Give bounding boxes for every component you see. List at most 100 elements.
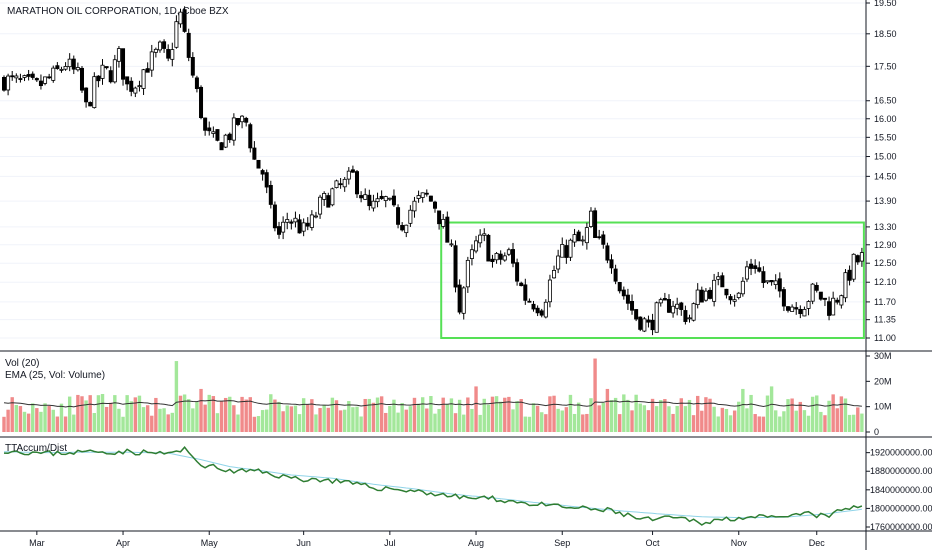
candle[interactable]	[313, 215, 318, 218]
candle[interactable]	[835, 299, 840, 303]
volume-bar[interactable]	[76, 394, 80, 432]
candle[interactable]	[457, 284, 462, 313]
candle[interactable]	[539, 310, 544, 316]
candle[interactable]	[527, 300, 532, 303]
volume-axis-labels[interactable]: 30M 20M 10M 0	[866, 351, 892, 437]
volume-bar[interactable]	[728, 415, 733, 432]
candle[interactable]	[728, 296, 733, 301]
candle[interactable]	[671, 305, 676, 314]
candle[interactable]	[736, 292, 741, 298]
candle[interactable]	[605, 245, 610, 261]
candle[interactable]	[777, 278, 782, 292]
price-axis-labels[interactable]: 19.50 18.50 17.50 16.50 16.00 15.50 15.00 14.50…	[866, 0, 897, 343]
volume-bar[interactable]	[141, 407, 146, 432]
candle[interactable]	[116, 48, 121, 62]
candle[interactable]	[597, 236, 602, 239]
candle[interactable]	[63, 66, 68, 70]
volume-bar[interactable]	[572, 413, 577, 432]
candle[interactable]	[465, 259, 470, 288]
candle[interactable]	[523, 284, 528, 301]
candle[interactable]	[757, 267, 762, 272]
volume-bar[interactable]	[671, 413, 675, 432]
volume-bar[interactable]	[207, 394, 211, 432]
volume-bar[interactable]	[367, 398, 372, 432]
volume-bar[interactable]	[400, 403, 404, 432]
volume-bar[interactable]	[687, 399, 692, 432]
candle[interactable]	[326, 195, 331, 208]
volume-bar[interactable]	[470, 408, 474, 432]
volume-bar[interactable]	[564, 407, 569, 432]
candle[interactable]	[162, 41, 167, 49]
volume-bar[interactable]	[39, 411, 43, 432]
candle[interactable]	[129, 80, 134, 92]
volume-bar[interactable]	[638, 403, 642, 432]
candle[interactable]	[449, 243, 454, 246]
volume-bar[interactable]	[314, 414, 318, 432]
candle[interactable]	[363, 194, 368, 200]
volume-bar[interactable]	[67, 396, 72, 432]
volume-bar[interactable]	[301, 398, 306, 432]
volume-bar[interactable]	[351, 407, 355, 432]
candle[interactable]	[96, 75, 101, 82]
candle[interactable]	[621, 289, 626, 297]
volume-bar[interactable]	[113, 395, 117, 432]
volume-bar[interactable]	[145, 405, 150, 432]
candle[interactable]	[588, 210, 593, 227]
candle[interactable]	[285, 219, 290, 223]
candle[interactable]	[790, 306, 795, 312]
volume-bar[interactable]	[289, 406, 294, 432]
candle[interactable]	[260, 170, 265, 175]
candle[interactable]	[650, 319, 655, 331]
volume-bar[interactable]	[815, 395, 819, 432]
candle[interactable]	[437, 210, 442, 225]
volume-bar[interactable]	[819, 411, 823, 432]
candle[interactable]	[531, 303, 536, 310]
volume-bar[interactable]	[630, 410, 634, 432]
candle[interactable]	[708, 289, 713, 299]
volume-bar[interactable]	[404, 409, 408, 432]
volume-bar[interactable]	[219, 401, 224, 432]
volume-bar[interactable]	[318, 407, 322, 432]
candle[interactable]	[203, 117, 208, 131]
volume-bar[interactable]	[810, 396, 815, 432]
candle[interactable]	[383, 196, 388, 201]
candle[interactable]	[227, 133, 232, 141]
volume-bar[interactable]	[285, 405, 289, 432]
candle[interactable]	[272, 204, 277, 229]
volume-bar[interactable]	[334, 400, 339, 432]
volume-bar[interactable]	[712, 406, 716, 432]
candle[interactable]	[831, 297, 836, 316]
candle[interactable]	[535, 307, 540, 314]
candle[interactable]	[654, 302, 659, 333]
volume-bar[interactable]	[2, 416, 6, 432]
candle[interactable]	[248, 124, 253, 149]
candle[interactable]	[404, 224, 409, 234]
price-pane[interactable]	[2, 6, 865, 339]
candle[interactable]	[55, 65, 60, 69]
volume-bar[interactable]	[700, 410, 704, 432]
volume-bar[interactable]	[100, 394, 105, 432]
candle[interactable]	[625, 294, 630, 304]
accum-dist-line[interactable]	[3, 446, 863, 526]
candle[interactable]	[416, 195, 421, 199]
volume-bar[interactable]	[753, 414, 757, 432]
volume-bar[interactable]	[154, 397, 158, 432]
volume-bar[interactable]	[798, 401, 803, 432]
candle[interactable]	[851, 253, 856, 280]
candle[interactable]	[461, 287, 466, 314]
candle[interactable]	[51, 67, 56, 81]
candle[interactable]	[18, 78, 23, 80]
volume-pane[interactable]	[2, 358, 864, 432]
candle[interactable]	[474, 240, 479, 252]
volume-bar[interactable]	[724, 409, 729, 432]
volume-bar[interactable]	[544, 414, 548, 432]
volume-bar[interactable]	[248, 397, 252, 432]
candle[interactable]	[211, 131, 216, 134]
volume-bar[interactable]	[203, 404, 207, 432]
volume-bar[interactable]	[831, 394, 835, 432]
volume-bar[interactable]	[277, 401, 281, 432]
candle[interactable]	[334, 180, 339, 189]
candle[interactable]	[814, 284, 819, 291]
candle[interactable]	[235, 118, 240, 125]
volume-ema-line[interactable]	[3, 399, 862, 408]
